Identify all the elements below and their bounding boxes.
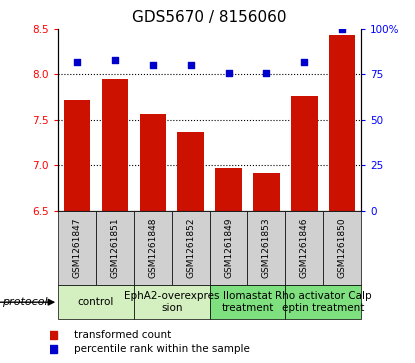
- Bar: [177, 131, 204, 211]
- Text: GSM1261847: GSM1261847: [73, 217, 81, 278]
- Point: [74, 59, 81, 65]
- Text: control: control: [78, 297, 114, 307]
- Bar: [58, 211, 96, 285]
- Text: GSM1261852: GSM1261852: [186, 217, 195, 278]
- Title: GDS5670 / 8156060: GDS5670 / 8156060: [132, 10, 287, 25]
- Bar: [210, 211, 247, 285]
- Point: [339, 26, 345, 32]
- Bar: [172, 211, 210, 285]
- Bar: [291, 96, 317, 211]
- Text: GSM1261849: GSM1261849: [224, 217, 233, 278]
- Text: GSM1261850: GSM1261850: [338, 217, 347, 278]
- Point: [263, 70, 270, 76]
- Text: transformed count: transformed count: [75, 330, 172, 339]
- Text: protocol: protocol: [2, 297, 48, 307]
- Bar: [102, 79, 128, 211]
- Bar: [329, 36, 355, 211]
- Text: GSM1261853: GSM1261853: [262, 217, 271, 278]
- Text: GSM1261846: GSM1261846: [300, 217, 309, 278]
- Bar: [215, 168, 242, 211]
- Text: Rho activator Calp
eptin treatment: Rho activator Calp eptin treatment: [275, 291, 371, 313]
- Bar: [210, 285, 286, 319]
- Text: GSM1261851: GSM1261851: [110, 217, 120, 278]
- Point: [225, 70, 232, 76]
- Point: [187, 62, 194, 68]
- Text: GSM1261848: GSM1261848: [148, 217, 157, 278]
- Bar: [286, 211, 323, 285]
- Point: [301, 59, 308, 65]
- Text: EphA2-overexpres
sion: EphA2-overexpres sion: [124, 291, 220, 313]
- Bar: [139, 114, 166, 211]
- Bar: [134, 211, 172, 285]
- Bar: [247, 211, 285, 285]
- Bar: [323, 211, 361, 285]
- Bar: [253, 173, 280, 211]
- Bar: [286, 285, 361, 319]
- Bar: [64, 100, 90, 211]
- Text: percentile rank within the sample: percentile rank within the sample: [75, 344, 250, 354]
- Point: [112, 57, 118, 63]
- Bar: [134, 285, 210, 319]
- Bar: [96, 211, 134, 285]
- Text: llomastat
treatment: llomastat treatment: [221, 291, 273, 313]
- Bar: [58, 285, 134, 319]
- Point: [149, 62, 156, 68]
